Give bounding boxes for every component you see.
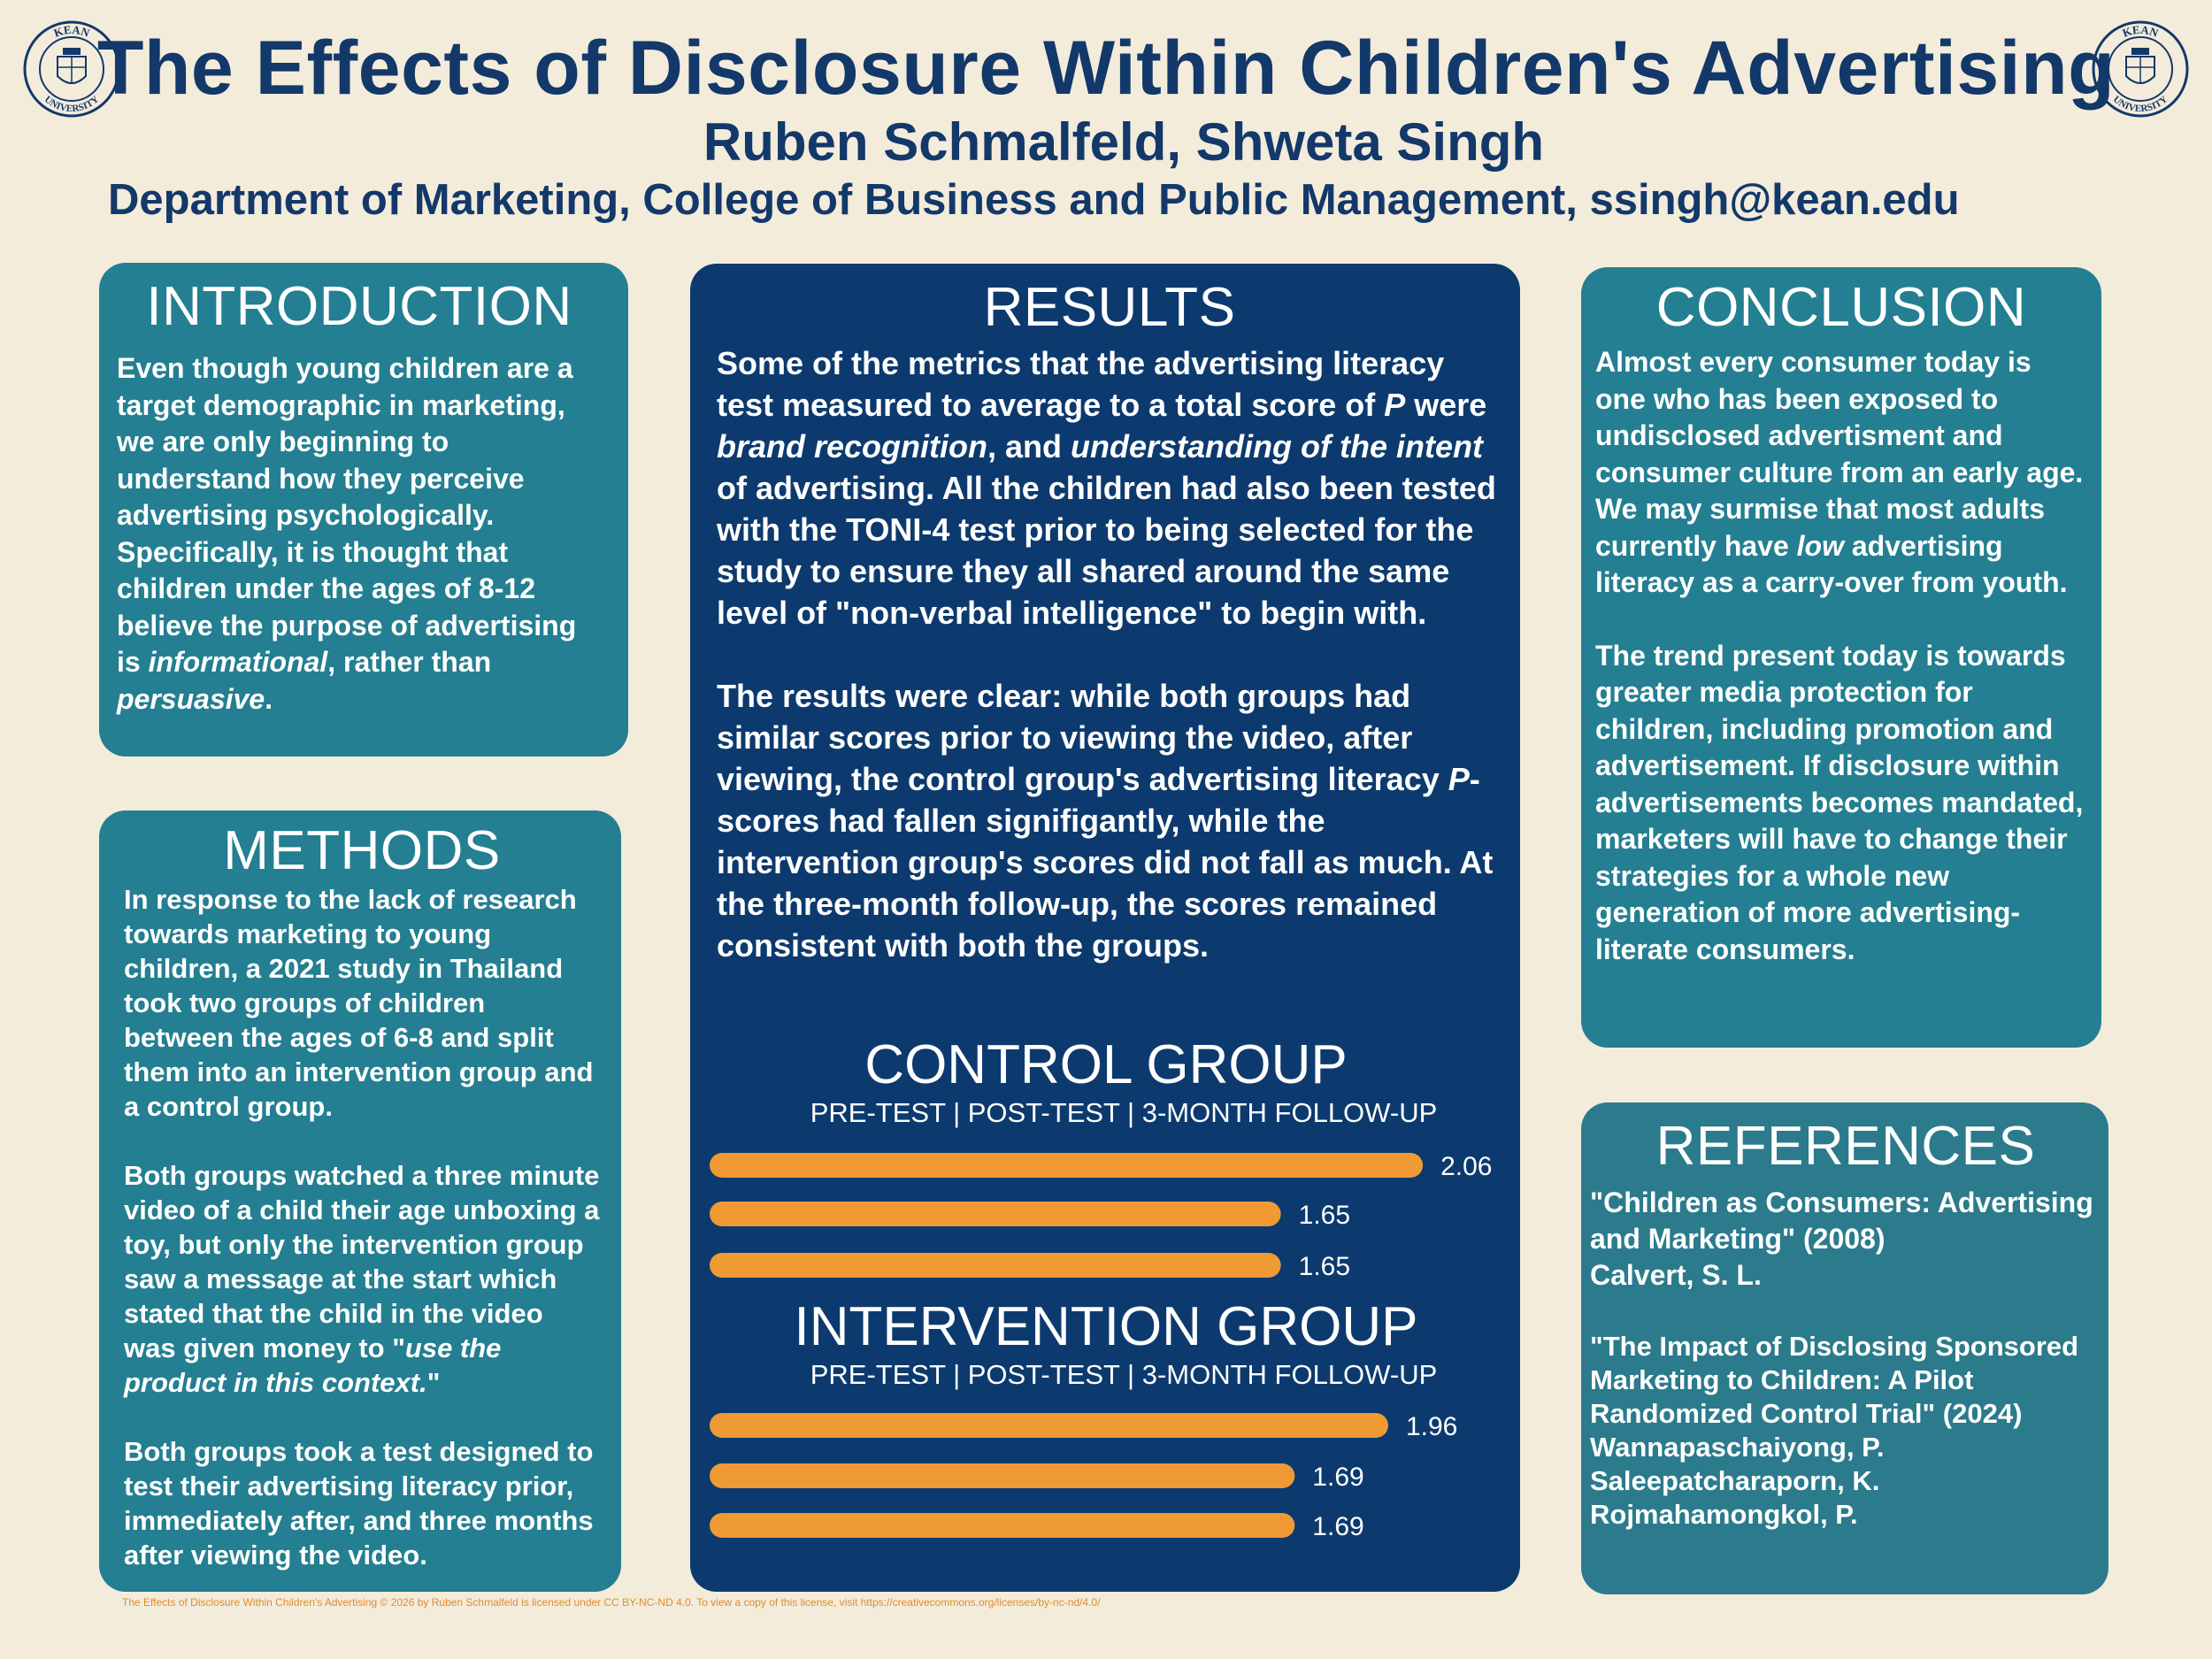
- methods-heading: METHODS: [223, 820, 501, 881]
- intervention-group-chart: 1.96 1.69 1.69: [710, 1412, 1457, 1541]
- control-bar-1: [710, 1153, 1424, 1178]
- introduction-panel: INTRODUCTION Even though young children …: [99, 263, 628, 757]
- intervention-bar-label-1: 1.96: [1406, 1412, 1457, 1441]
- conclusion-paragraph-2: The trend present today is towards great…: [1595, 639, 2084, 965]
- intervention-group-title: INTERVENTION GROUP: [794, 1296, 1418, 1357]
- results-paragraph-2: The results were clear: while both group…: [717, 678, 1494, 964]
- control-bar-3: [710, 1253, 1281, 1278]
- control-bar-2: [710, 1202, 1281, 1226]
- poster-authors: Ruben Schmalfeld, Shweta Singh: [703, 112, 1545, 172]
- intervention-bar-2: [710, 1463, 1295, 1488]
- reference-1: "Children as Consumers: Advertising and …: [1590, 1187, 2093, 1291]
- results-panel: RESULTS Some of the metrics that the adv…: [690, 264, 1520, 1592]
- control-group-subtitle: PRE-TEST | POST-TEST | 3-MONTH FOLLOW-UP: [810, 1097, 1438, 1128]
- conclusion-heading: CONCLUSION: [1655, 277, 2027, 338]
- reference-2: "The Impact of Disclosing Sponsored Mark…: [1590, 1331, 2079, 1530]
- introduction-heading: INTRODUCTION: [146, 276, 572, 337]
- intervention-bar-label-2: 1.69: [1312, 1463, 1363, 1492]
- poster-title: The Effects of Disclosure Within Childre…: [96, 26, 2116, 111]
- results-heading: RESULTS: [983, 277, 1236, 338]
- control-bar-label-2: 1.65: [1299, 1201, 1350, 1230]
- kean-university-seal-right: KEAN UNIVERSITY: [2092, 20, 2189, 118]
- control-bar-label-3: 1.65: [1299, 1252, 1350, 1281]
- license-footer: The Effects of Disclosure Within Childre…: [122, 1596, 1101, 1609]
- methods-paragraph-2: Both groups watched a three minute video…: [124, 1160, 600, 1398]
- intervention-bar-3: [710, 1513, 1295, 1538]
- conclusion-panel: CONCLUSION Almost every consumer today i…: [1581, 267, 2101, 1048]
- control-group-title: CONTROL GROUP: [864, 1034, 1348, 1095]
- intervention-bar-1: [710, 1413, 1388, 1438]
- methods-panel: METHODS In response to the lack of resea…: [99, 810, 621, 1592]
- control-bar-label-1: 2.06: [1440, 1152, 1492, 1181]
- conclusion-paragraph-1: Almost every consumer today is one who h…: [1595, 346, 2084, 598]
- methods-paragraph-3: Both groups took a test designed to test…: [124, 1436, 594, 1571]
- kean-university-seal-left: KEAN UNIVERSITY: [23, 20, 120, 118]
- introduction-text: Even though young children are a target …: [117, 352, 577, 715]
- methods-paragraph-1: In response to the lack of research towa…: [124, 884, 594, 1122]
- references-heading: REFERENCES: [1655, 1116, 2036, 1177]
- intervention-bar-label-3: 1.69: [1312, 1512, 1363, 1541]
- results-paragraph-1: Some of the metrics that the advertising…: [717, 345, 1496, 631]
- intervention-group-subtitle: PRE-TEST | POST-TEST | 3-MONTH FOLLOW-UP: [810, 1359, 1438, 1390]
- poster-department: Department of Marketing, College of Busi…: [108, 176, 1960, 224]
- control-group-chart: 2.06 1.65 1.65: [710, 1152, 1492, 1281]
- references-panel: REFERENCES "Children as Consumers: Adver…: [1581, 1102, 2108, 1594]
